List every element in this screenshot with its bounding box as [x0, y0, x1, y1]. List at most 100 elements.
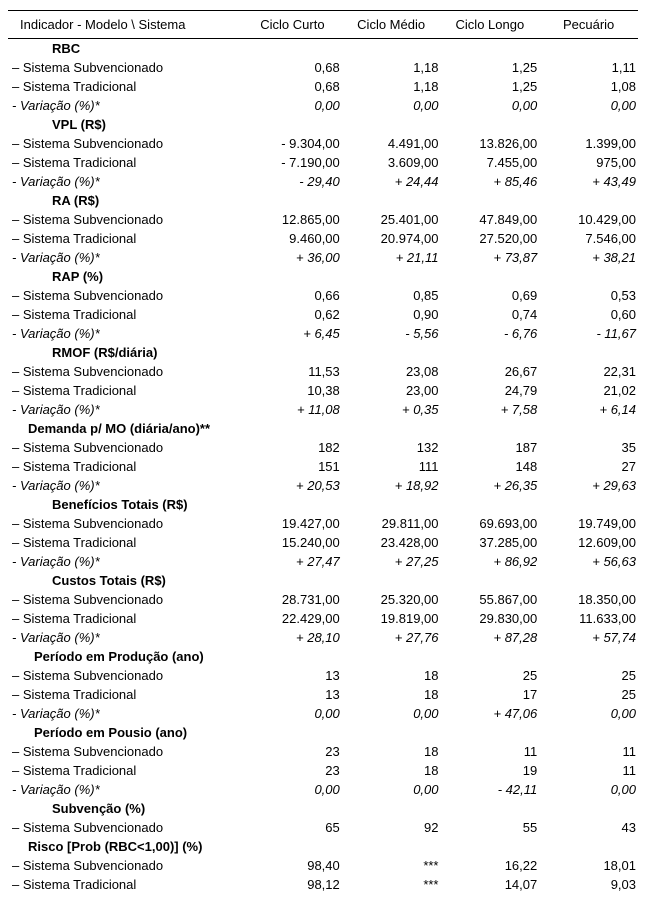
row-label: – Sistema Tradicional	[8, 609, 243, 628]
cell-c3: 14,07	[441, 875, 540, 894]
cell-c2: 111	[342, 457, 441, 476]
cell-c1: + 20,53	[243, 476, 342, 495]
row-label: – Sistema Subvencionado	[8, 362, 243, 381]
cell-c2: 20.974,00	[342, 229, 441, 248]
cell-c4: 21,02	[539, 381, 638, 400]
table-row: – Sistema Tradicional15111114827	[8, 457, 638, 476]
row-label: - Variação (%)*	[8, 400, 243, 419]
section-header: VPL (R$)	[8, 115, 638, 134]
cell-c2: 25.320,00	[342, 590, 441, 609]
table-row: – Sistema Subvencionado23181111	[8, 742, 638, 761]
row-label: – Sistema Subvencionado	[8, 134, 243, 153]
cell-c3: + 26,35	[441, 476, 540, 495]
row-label: - Variação (%)*	[8, 704, 243, 723]
table-row: - Variação (%)*0,000,00+ 47,060,00	[8, 704, 638, 723]
cell-c1: 23	[243, 742, 342, 761]
row-label: – Sistema Subvencionado	[8, 58, 243, 77]
table-row: – Sistema Tradicional15.240,0023.428,003…	[8, 533, 638, 552]
cell-c2: 23.428,00	[342, 533, 441, 552]
cell-c2: 18	[342, 685, 441, 704]
header-pecuario: Pecuário	[539, 11, 638, 39]
cell-c1: 22.429,00	[243, 609, 342, 628]
cell-c3: 0,00	[441, 96, 540, 115]
cell-c4: + 38,21	[539, 248, 638, 267]
section-title: RMOF (R$/diária)	[8, 343, 638, 362]
table-row: – Sistema Tradicional23181911	[8, 761, 638, 780]
cell-c4: + 29,63	[539, 476, 638, 495]
cell-c3: 55.867,00	[441, 590, 540, 609]
cell-c3: + 73,87	[441, 248, 540, 267]
cell-c3: - 6,76	[441, 324, 540, 343]
cell-c3: 148	[441, 457, 540, 476]
section-title: Custos Totais (R$)	[8, 571, 638, 590]
table-row: – Sistema Tradicional22.429,0019.819,002…	[8, 609, 638, 628]
section-header: RA (R$)	[8, 191, 638, 210]
row-label: – Sistema Tradicional	[8, 381, 243, 400]
table-header-row: Indicador - Modelo \ Sistema Ciclo Curto…	[8, 11, 638, 39]
cell-c1: 98,40	[243, 856, 342, 875]
cell-c3: 13.826,00	[441, 134, 540, 153]
cell-c2: ***	[342, 875, 441, 894]
row-label: - Variação (%)*	[8, 628, 243, 647]
cell-c3: 1,25	[441, 58, 540, 77]
header-ciclo-curto: Ciclo Curto	[243, 11, 342, 39]
row-label: – Sistema Subvencionado	[8, 666, 243, 685]
cell-c3: - 42,11	[441, 780, 540, 799]
table-row: – Sistema Tradicional0,620,900,740,60	[8, 305, 638, 324]
row-label: – Sistema Tradicional	[8, 457, 243, 476]
cell-c4: 11	[539, 761, 638, 780]
row-label: – Sistema Subvencionado	[8, 590, 243, 609]
cell-c2: 132	[342, 438, 441, 457]
cell-c3: 7.455,00	[441, 153, 540, 172]
cell-c4: 11	[539, 742, 638, 761]
cell-c1: + 28,10	[243, 628, 342, 647]
cell-c2: 23,08	[342, 362, 441, 381]
cell-c3: 0,69	[441, 286, 540, 305]
cell-c3: 17	[441, 685, 540, 704]
row-label: – Sistema Subvencionado	[8, 514, 243, 533]
row-label: – Sistema Tradicional	[8, 533, 243, 552]
section-title: Risco [Prob (RBC<1,00)] (%)	[8, 837, 638, 856]
cell-c3: 27.520,00	[441, 229, 540, 248]
section-header: Risco [Prob (RBC<1,00)] (%)	[8, 837, 638, 856]
cell-c4: 18,01	[539, 856, 638, 875]
table-row: – Sistema Subvencionado18213218735	[8, 438, 638, 457]
section-header: Período em Produção (ano)	[8, 647, 638, 666]
cell-c1: 0,62	[243, 305, 342, 324]
cell-c4: 25	[539, 685, 638, 704]
row-label: – Sistema Subvencionado	[8, 210, 243, 229]
cell-c3: 26,67	[441, 362, 540, 381]
cell-c1: 0,66	[243, 286, 342, 305]
section-title: RAP (%)	[8, 267, 638, 286]
cell-c1: 9.460,00	[243, 229, 342, 248]
cell-c2: + 27,76	[342, 628, 441, 647]
cell-c2: 19.819,00	[342, 609, 441, 628]
cell-c2: 23,00	[342, 381, 441, 400]
table-row: - Variação (%)*0,000,000,000,00	[8, 96, 638, 115]
row-label: – Sistema Subvencionado	[8, 856, 243, 875]
row-label: - Variação (%)*	[8, 172, 243, 191]
table-row: - Variação (%)*+ 36,00+ 21,11+ 73,87+ 38…	[8, 248, 638, 267]
cell-c1: - 9.304,00	[243, 134, 342, 153]
cell-c3: + 47,06	[441, 704, 540, 723]
table-row: – Sistema Tradicional0,681,181,251,08	[8, 77, 638, 96]
cell-c2: 1,18	[342, 58, 441, 77]
cell-c2: 0,85	[342, 286, 441, 305]
cell-c1: 151	[243, 457, 342, 476]
cell-c1: 13	[243, 685, 342, 704]
cell-c3: + 7,58	[441, 400, 540, 419]
table-row: – Sistema Tradicional13181725	[8, 685, 638, 704]
section-header: Período em Pousio (ano)	[8, 723, 638, 742]
table-row: - Variação (%)*+ 6,45- 5,56- 6,76- 11,67	[8, 324, 638, 343]
cell-c1: 28.731,00	[243, 590, 342, 609]
cell-c2: 29.811,00	[342, 514, 441, 533]
cell-c4: 25	[539, 666, 638, 685]
cell-c2: + 21,11	[342, 248, 441, 267]
section-header: Custos Totais (R$)	[8, 571, 638, 590]
cell-c4: 35	[539, 438, 638, 457]
cell-c3: 16,22	[441, 856, 540, 875]
cell-c4: 9,03	[539, 875, 638, 894]
row-label: – Sistema Subvencionado	[8, 742, 243, 761]
cell-c1: 23	[243, 761, 342, 780]
table-row: - Variação (%)*+ 20,53+ 18,92+ 26,35+ 29…	[8, 476, 638, 495]
